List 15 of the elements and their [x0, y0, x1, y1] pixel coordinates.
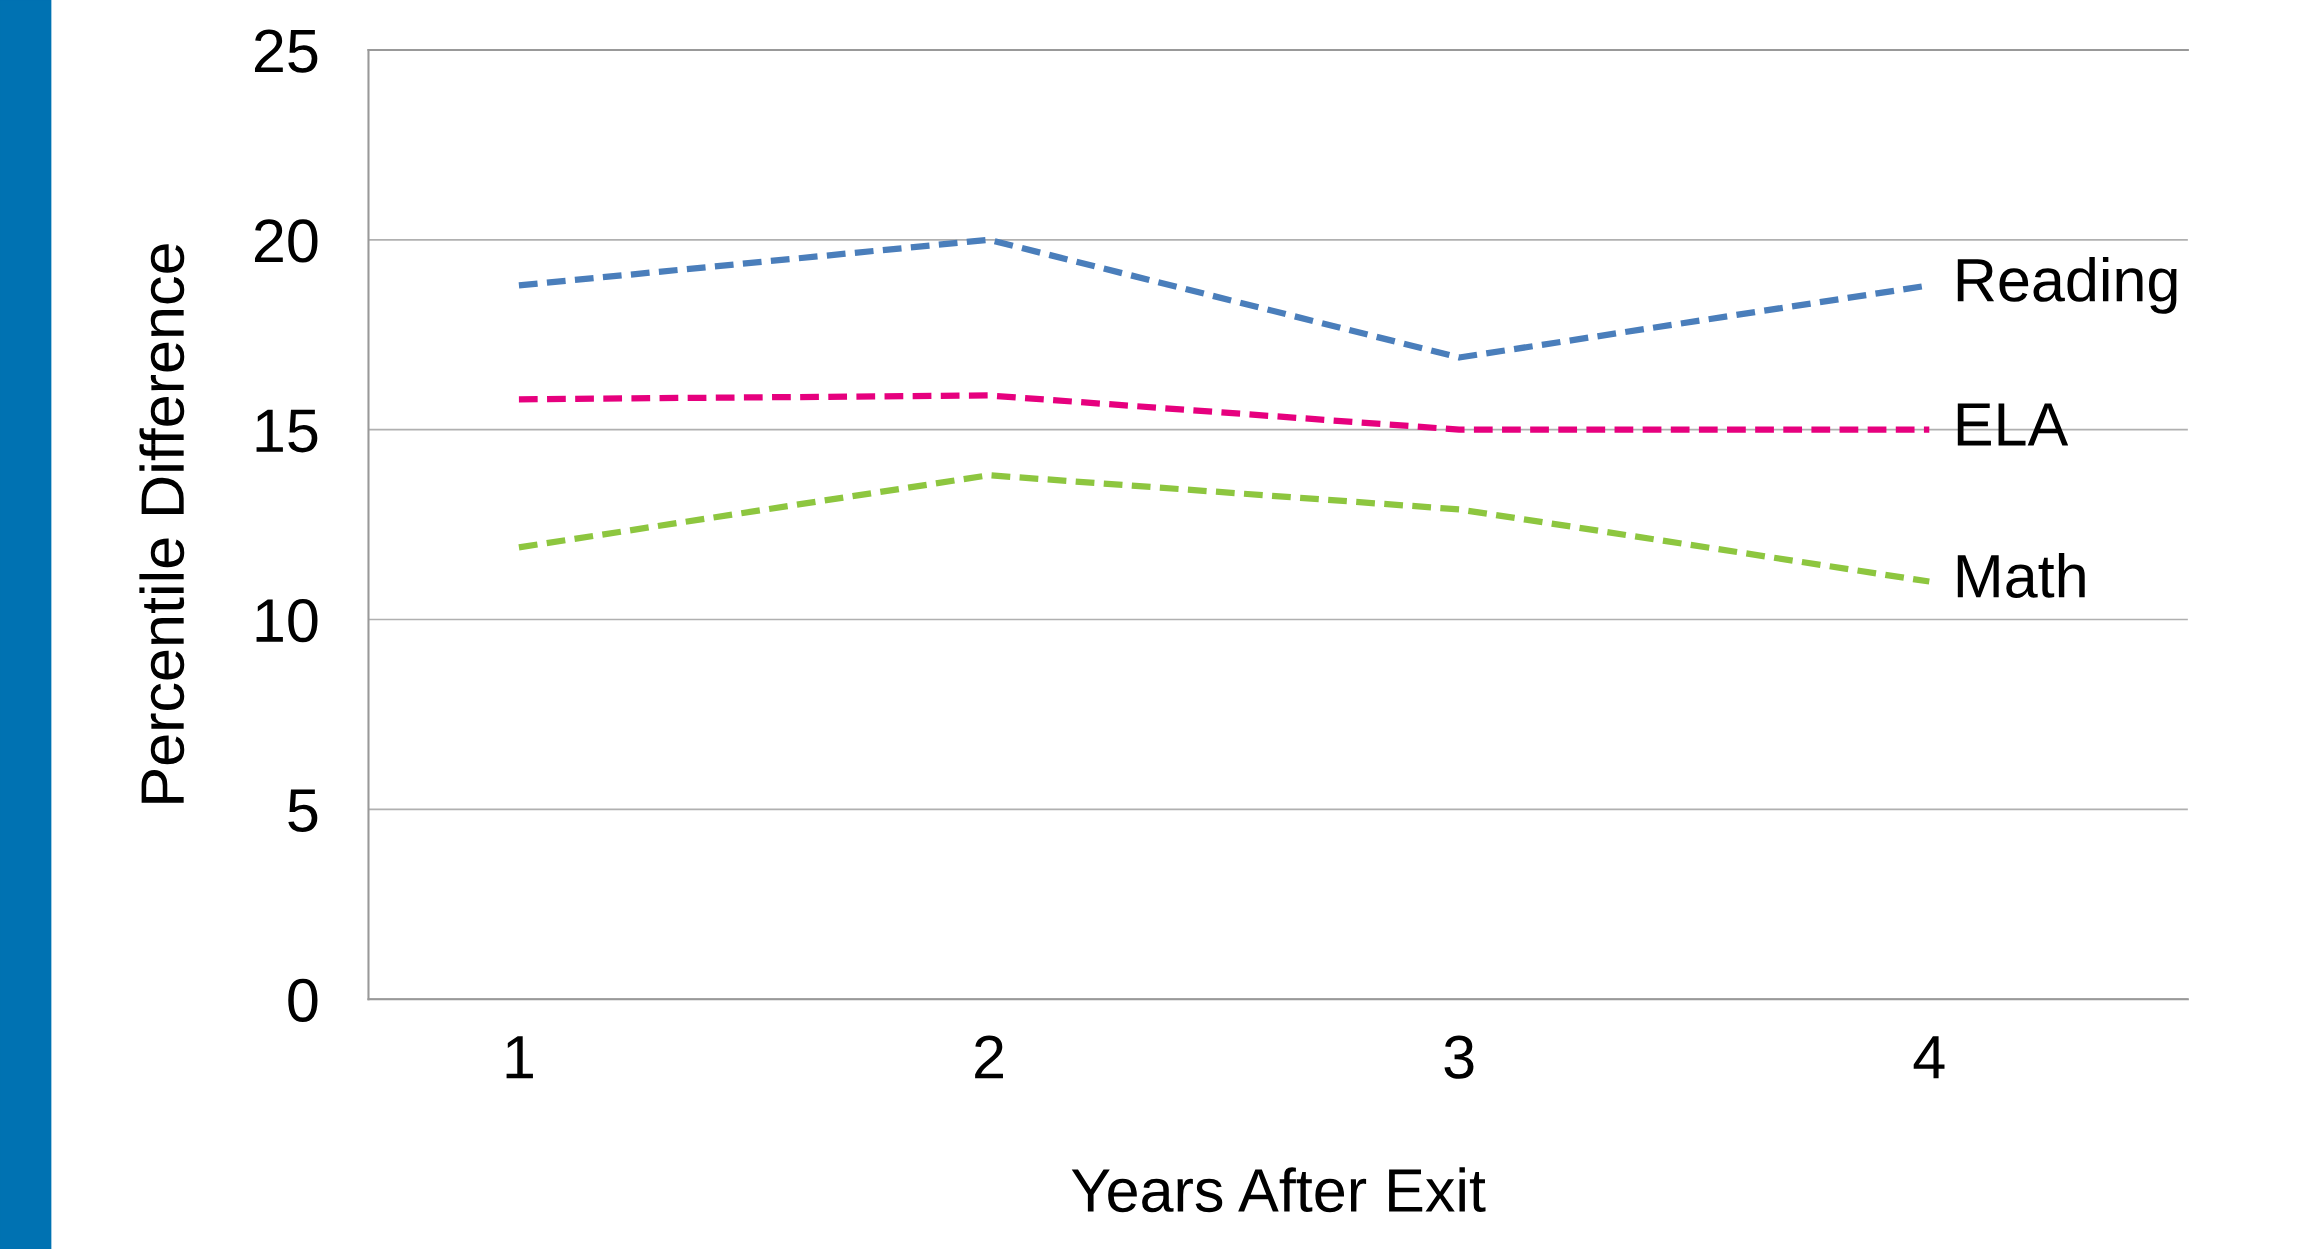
y-tick-label: 5	[288, 789, 318, 833]
series-label: Math	[1957, 553, 2085, 598]
x-tick-label: 1	[506, 1036, 533, 1079]
x-axis-title: Years After Exit	[1071, 1167, 1486, 1213]
series-label: Reading	[1957, 256, 2177, 314]
y-tick-label: 10	[256, 598, 318, 643]
y-tick-label: 0	[288, 978, 318, 1022]
y-tick-label: 20	[254, 219, 318, 263]
y-tick-label: 15	[256, 409, 318, 453]
y-axis-title: Percentile Difference	[139, 244, 185, 803]
series-label: ELA	[1957, 403, 2069, 446]
x-tick-label: 3	[1444, 1035, 1474, 1079]
x-tick-label: 2	[975, 1035, 1003, 1079]
x-tick-label: 4	[1913, 1036, 1945, 1079]
y-tick-label: 25	[254, 29, 318, 73]
